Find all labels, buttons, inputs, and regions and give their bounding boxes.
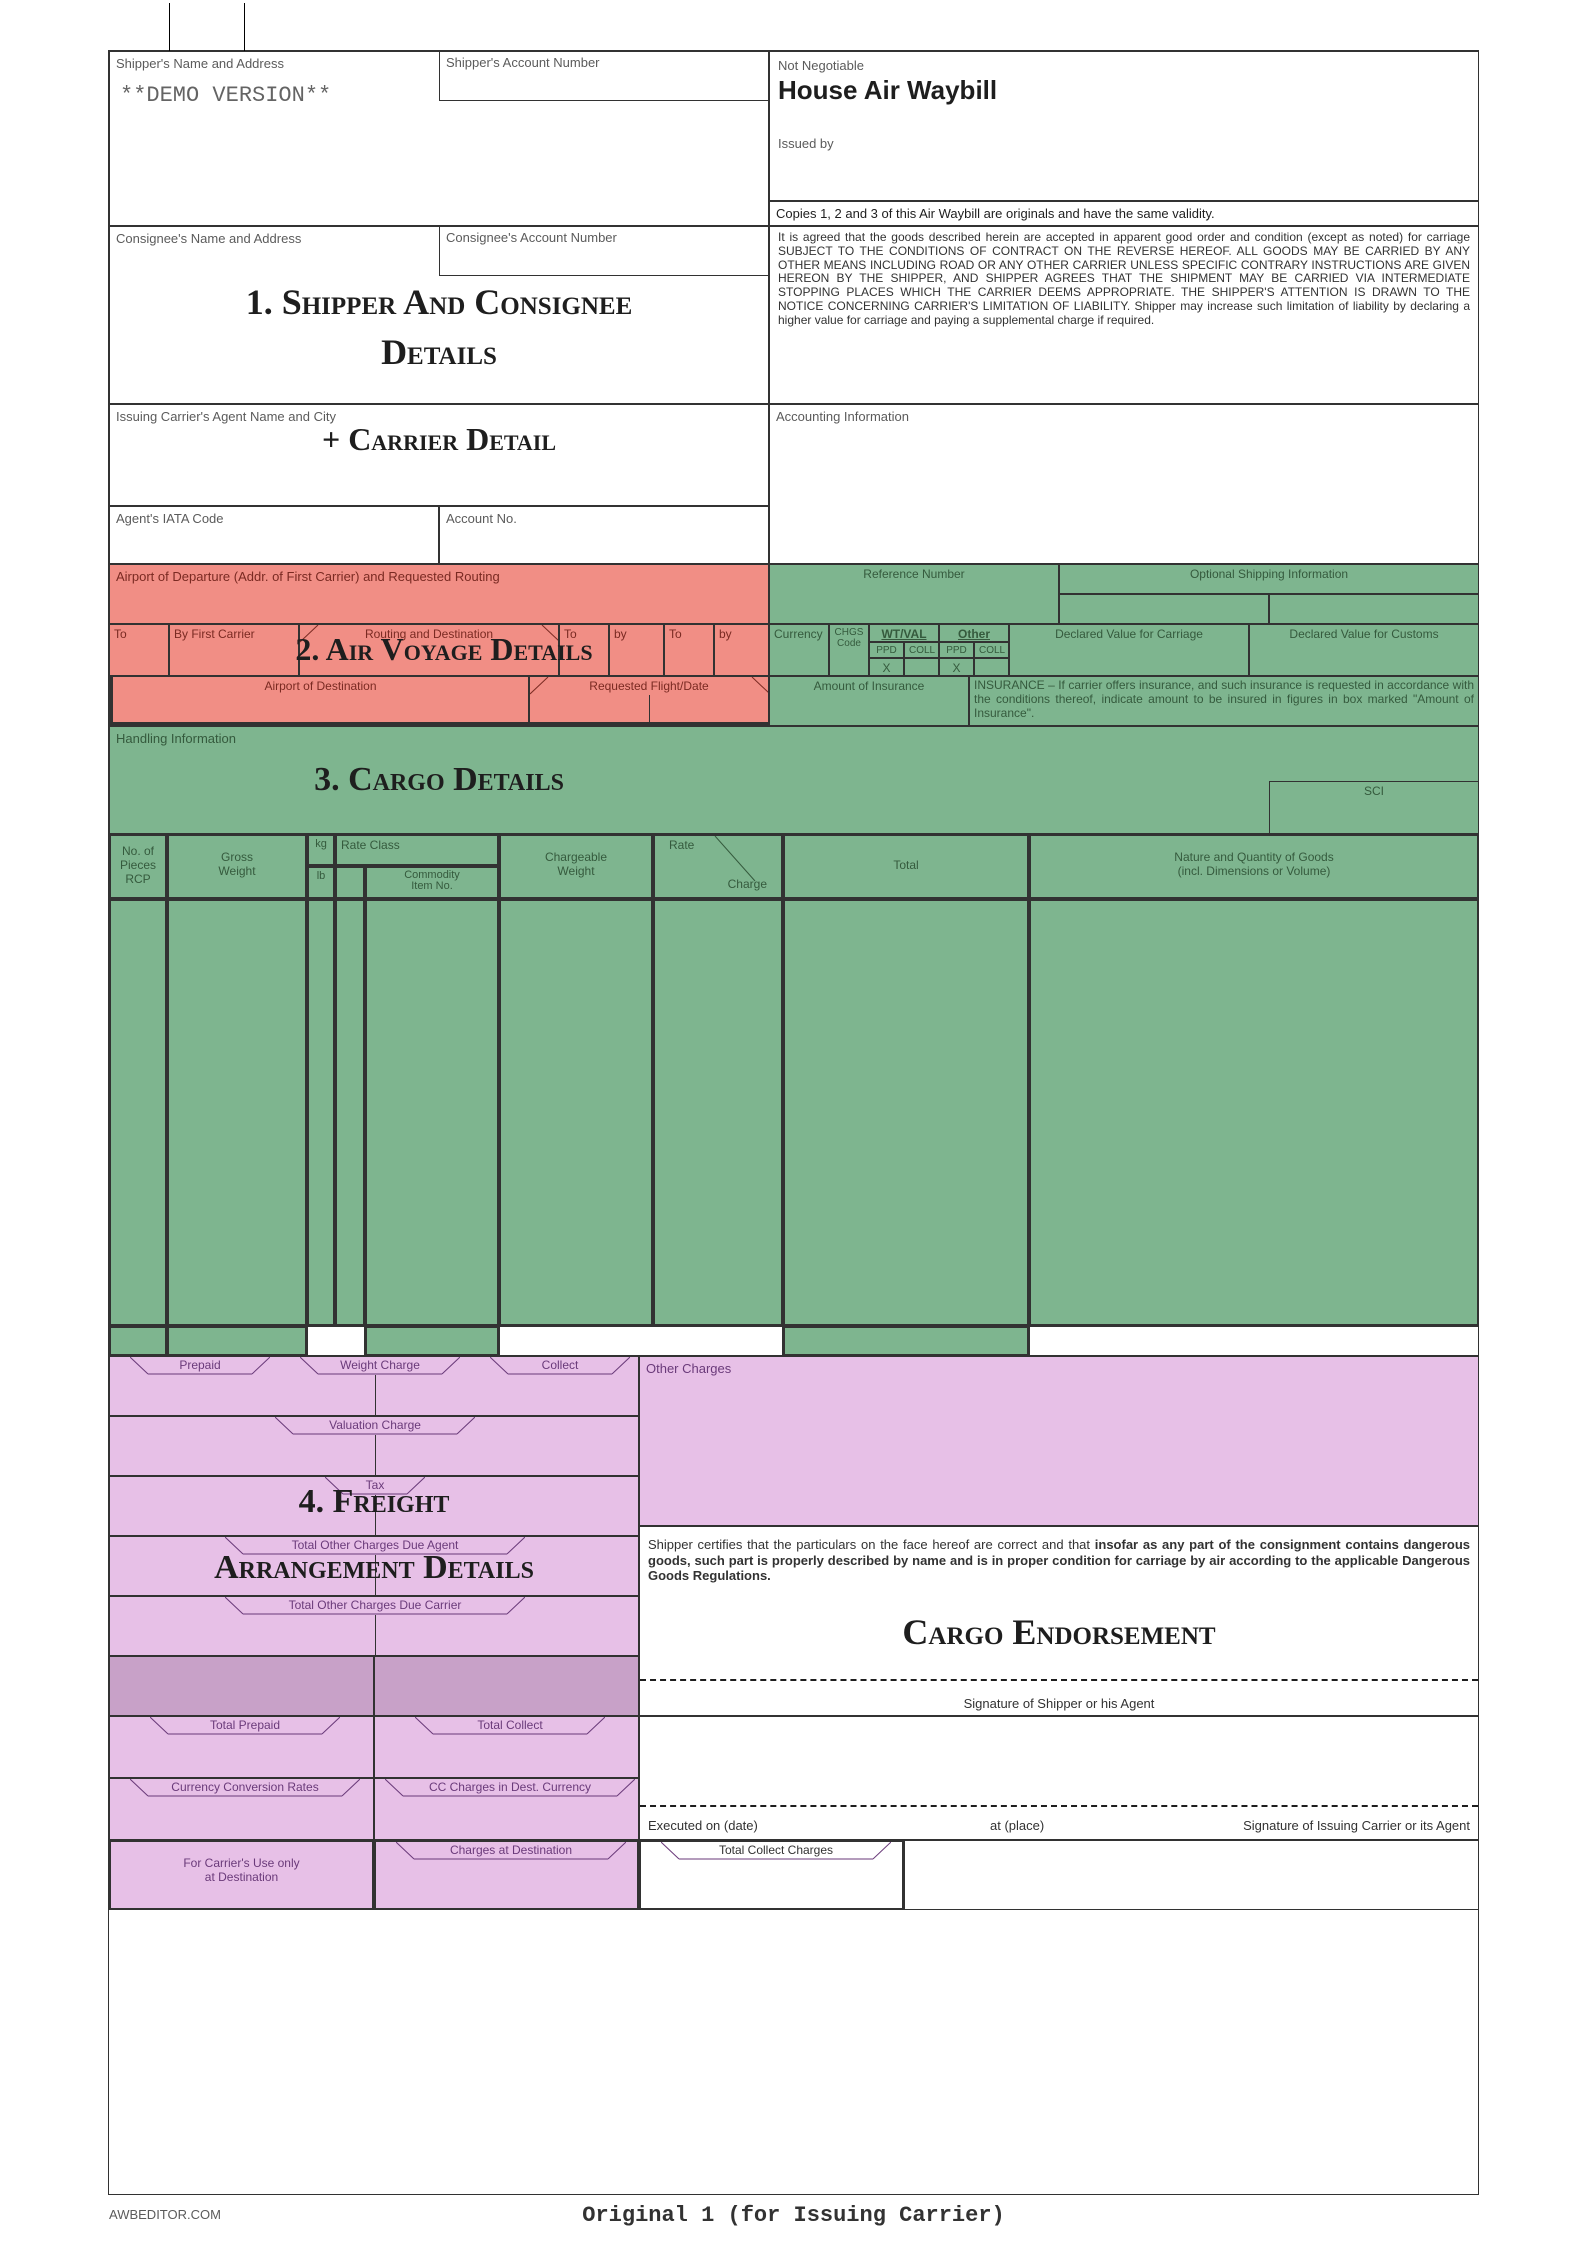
rateclass-hdr: Rate Class: [335, 834, 499, 866]
issued-by: Issued by: [778, 106, 1470, 151]
by3-box: by: [714, 624, 769, 676]
footer-site: AWBEDITOR.COM: [109, 2207, 221, 2222]
sci-box: SCI: [1269, 781, 1479, 834]
awb-form: Shipper's Name and Address **DEMO VERSIO…: [108, 50, 1479, 2195]
acctno-label: Account No.: [440, 507, 768, 530]
conditions-box: It is agreed that the goods described he…: [769, 226, 1479, 404]
to3-box: To: [664, 624, 714, 676]
wtval-box: WT/VAL: [869, 624, 939, 642]
lb-hdr: lb: [307, 866, 335, 899]
commodity-hdr: Commodity Item No.: [365, 866, 499, 899]
amt-insurance-box: Amount of Insurance: [769, 676, 969, 726]
optship-box: Optional Shipping Information: [1059, 564, 1479, 594]
by2-box: by: [609, 624, 664, 676]
handling-label: Handling Information: [110, 727, 1478, 750]
req-flight-box: Requested Flight/Date: [529, 676, 769, 726]
refno-label: Reference Number: [770, 565, 1058, 583]
optship-a: [1059, 594, 1269, 624]
airport-dest-box: Airport of Destination: [109, 676, 529, 726]
acctno-box: Account No.: [439, 506, 769, 564]
hawb-box: Not Negotiable House Air Waybill Issued …: [769, 51, 1479, 201]
shipper-acct-box: Shipper's Account Number: [439, 51, 769, 101]
not-negotiable: Not Negotiable: [778, 56, 1470, 75]
currency-box: Currency: [769, 624, 829, 676]
footer-original: Original 1 (for Issuing Carrier): [582, 2203, 1004, 2228]
rate-hdr: Rate Charge: [653, 834, 783, 899]
consignee-acct-box: Consignee's Account Number: [439, 226, 769, 276]
chgs-box: CHGS Code: [829, 624, 869, 676]
optship-b: [1269, 594, 1479, 624]
consignee-acct-label: Consignee's Account Number: [440, 226, 769, 249]
certify-box: Shipper certifies that the particulars o…: [639, 1526, 1479, 1716]
accounting-label: Accounting Information: [770, 405, 1478, 428]
airport-dep-label: Airport of Departure (Addr. of First Car…: [110, 565, 768, 588]
chargeable-hdr: Chargeable Weight: [499, 834, 653, 899]
accounting-box: Accounting Information: [769, 404, 1479, 564]
copies-box: Copies 1, 2 and 3 of this Air Waybill ar…: [769, 201, 1479, 226]
total-hdr: Total: [783, 834, 1029, 899]
executed-box: Executed on (date) at (place) Signature …: [639, 1716, 1479, 1840]
refno-box: Reference Number: [769, 564, 1059, 624]
decl-customs-box: Declared Value for Customs: [1249, 624, 1479, 676]
shipper-acct-label: Shipper's Account Number: [440, 51, 769, 74]
decl-carriage-box: Declared Value for Carriage: [1009, 624, 1249, 676]
routing-box: Routing and Destination: [299, 624, 559, 676]
to2-box: To: [559, 624, 609, 676]
otherwt-box: Other: [939, 624, 1009, 642]
to1-box: To: [109, 624, 169, 676]
nature-hdr: Nature and Quantity of Goods (incl. Dime…: [1029, 834, 1479, 899]
agent-label: Issuing Carrier's Agent Name and City: [110, 405, 768, 428]
gross-hdr: Gross Weight: [167, 834, 307, 899]
airport-dep-box: Airport of Departure (Addr. of First Car…: [109, 564, 769, 624]
nopieces-hdr: No. of Pieces RCP: [109, 834, 167, 899]
iata-box: Agent's IATA Code: [109, 506, 439, 564]
byfirst-box: By First Carrier: [169, 624, 299, 676]
copies-text: Copies 1, 2 and 3 of this Air Waybill ar…: [770, 202, 1478, 225]
weight-charge-row: Prepaid Weight Charge Collect: [109, 1356, 639, 1416]
optship-label: Optional Shipping Information: [1060, 565, 1478, 583]
kg-hdr: kg: [307, 834, 335, 866]
conditions-text: It is agreed that the goods described he…: [770, 227, 1478, 332]
other-charges-box: Other Charges: [639, 1356, 1479, 1526]
agent-box: Issuing Carrier's Agent Name and City: [109, 404, 769, 506]
insurance-text-box: INSURANCE – If carrier offers insurance,…: [969, 676, 1479, 726]
house-air-waybill-title: House Air Waybill: [778, 75, 1470, 106]
iata-label: Agent's IATA Code: [110, 507, 438, 530]
